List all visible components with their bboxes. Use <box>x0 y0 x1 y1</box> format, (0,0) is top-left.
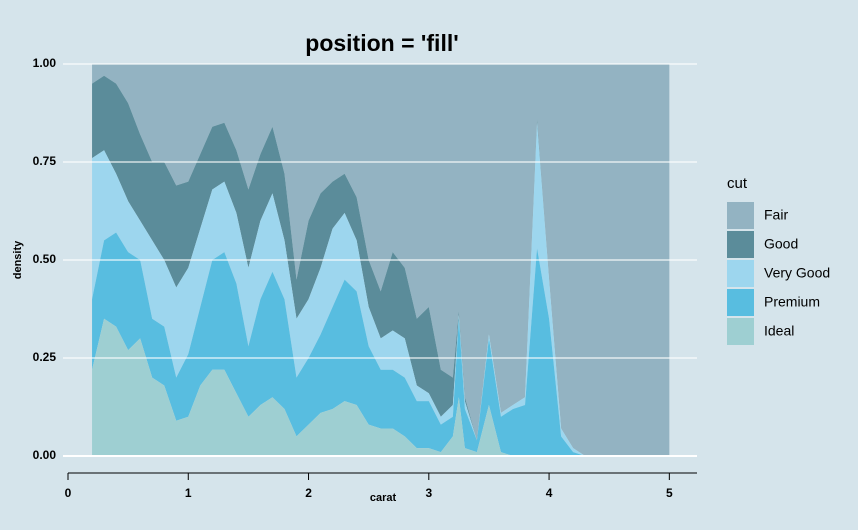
area <box>92 318 670 456</box>
y-tick-label: 0.00 <box>33 448 57 462</box>
y-tick-label: 0.25 <box>33 350 57 364</box>
x-tick-label: 5 <box>666 486 673 500</box>
legend-key <box>727 289 754 316</box>
x-tick-label: 1 <box>185 486 192 500</box>
x-tick-label: 3 <box>425 486 432 500</box>
legend-key <box>727 260 754 287</box>
legend-key <box>727 231 754 258</box>
y-tick-label: 1.00 <box>33 56 57 70</box>
y-tick-label: 0.75 <box>33 154 57 168</box>
area <box>92 75 670 456</box>
x-tick-label: 0 <box>65 486 72 500</box>
area <box>92 232 670 456</box>
legend-title: cut <box>727 175 748 192</box>
legend-label: Very Good <box>764 265 830 281</box>
legend-key <box>727 318 754 345</box>
x-tick-label: 2 <box>305 486 312 500</box>
y-axis-label: density <box>12 240 24 279</box>
legend-label: Premium <box>764 294 820 310</box>
legend-label: Good <box>764 236 798 252</box>
legend-label: Ideal <box>764 323 794 339</box>
legend-key <box>727 202 754 229</box>
y-tick-label: 0.50 <box>33 252 57 266</box>
x-tick-label: 4 <box>546 486 553 500</box>
x-axis-label: carat <box>370 492 397 504</box>
chart-title: position = 'fill' <box>305 30 458 56</box>
legend-label: Fair <box>764 207 788 223</box>
